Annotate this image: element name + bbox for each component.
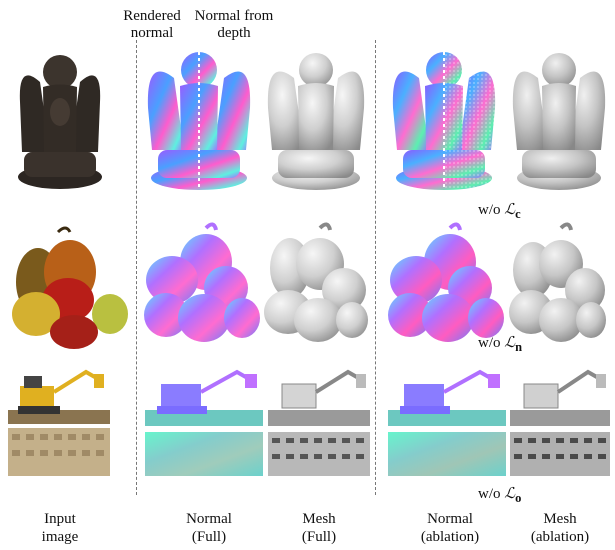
row3-normal-full: [145, 366, 263, 476]
col-label-normal-ablation-line1: Normal: [427, 511, 473, 527]
col-label-mesh-ablation: Mesh (ablation): [505, 510, 615, 546]
col-label-normal-ablation-line2: (ablation): [420, 529, 480, 545]
loss-symbol-o: ℒ: [504, 486, 516, 502]
row1-normal-ablation: [385, 38, 503, 193]
col-label-normal-full-line1: Normal: [186, 511, 232, 527]
ablation-label-row2: w/o ℒn: [478, 333, 522, 355]
row1-mesh-ablation: [508, 38, 610, 193]
ablation-label-row1: w/o ℒc: [478, 200, 521, 222]
col-label-mesh-ablation-line1: Mesh: [543, 511, 577, 527]
col-label-normal-full: Normal (Full): [154, 510, 264, 546]
row2-mesh-ablation: [505, 220, 610, 352]
row2-normal-ablation: [388, 220, 506, 352]
loss-symbol-c: ℒ: [504, 202, 516, 218]
col-label-normal-full-line2: (Full): [191, 529, 227, 545]
header-rendered-normal: Rendered normal: [112, 8, 192, 42]
loss-symbol-n: ℒ: [504, 335, 516, 351]
row2-input-image: [8, 222, 130, 350]
col-label-mesh-full-line2: (Full): [301, 529, 337, 545]
col-label-input-image-line2: image: [41, 529, 79, 545]
loss-subscript-o: o: [515, 491, 522, 505]
row1-input-image: [10, 42, 110, 192]
row3-mesh-full: [268, 366, 370, 476]
row2-mesh-full: [260, 220, 372, 352]
ablation-label-row3: w/o ℒo: [478, 484, 521, 506]
divider-left: [136, 40, 137, 495]
divider-right: [375, 40, 376, 495]
header-normal-from-depth-line2: depth: [217, 25, 251, 41]
loss-subscript-n: n: [515, 340, 523, 354]
row1-normal-full: [140, 38, 258, 193]
row3-input-image: [8, 366, 110, 476]
ablation-label-row1-prefix: w/o: [478, 202, 505, 218]
col-label-input-image: Input image: [5, 510, 115, 546]
ablation-label-row2-prefix: w/o: [478, 335, 505, 351]
row1-mesh-full: [262, 38, 370, 193]
row2-normal-full: [144, 220, 262, 352]
col-label-mesh-full-line1: Mesh: [302, 511, 336, 527]
header-normal-from-depth: Normal from depth: [194, 8, 274, 42]
col-label-input-image-line1: Input: [44, 511, 76, 527]
col-label-normal-ablation: Normal (ablation): [395, 510, 505, 546]
header-rendered-normal-line1: Rendered: [123, 8, 181, 24]
loss-subscript-c: c: [515, 207, 521, 221]
col-label-mesh-full: Mesh (Full): [264, 510, 374, 546]
col-label-mesh-ablation-line2: (ablation): [530, 529, 590, 545]
header-rendered-normal-line2: normal: [130, 25, 174, 41]
row3-normal-ablation: [388, 366, 506, 476]
ablation-label-row3-prefix: w/o: [478, 486, 505, 502]
header-normal-from-depth-line1: Normal from: [194, 8, 274, 24]
row3-mesh-ablation: [510, 366, 610, 476]
